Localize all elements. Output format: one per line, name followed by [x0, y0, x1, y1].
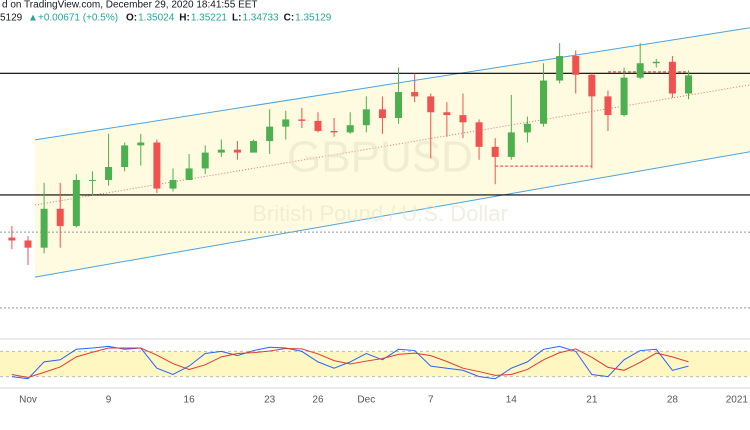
- channel-upper: [34, 27, 750, 141]
- candle-body: [668, 61, 676, 94]
- change: +0.00671 (+0.5%): [38, 13, 118, 24]
- ohlc-label: O:: [126, 13, 137, 24]
- ohlc: O: 1.35024 H: 1.35221 L: 1.34733 C: 1.35129: [126, 13, 332, 24]
- candle-body: [185, 168, 193, 180]
- candle-body: [201, 152, 209, 169]
- candle-body: [443, 112, 451, 116]
- candle-body: [298, 119, 306, 121]
- ohlc-label: C:: [284, 13, 295, 24]
- candle-body: [217, 149, 225, 153]
- candle-body: [121, 145, 129, 167]
- watermark: British Pound / U.S. Dollar: [252, 201, 508, 226]
- candle-body: [314, 120, 322, 131]
- ohlc-label: H:: [179, 13, 190, 24]
- candle-body: [395, 92, 403, 118]
- candle-body: [685, 75, 693, 94]
- x-tick-label: 23: [264, 395, 276, 406]
- watermark: GBPUSD: [287, 133, 473, 182]
- ohlc-value: 1.35129: [295, 13, 332, 24]
- stoch-line: [11, 345, 689, 380]
- candle-body: [636, 63, 644, 78]
- x-tick-label: Dec: [357, 395, 375, 406]
- candle-body: [475, 122, 483, 147]
- candle-body: [169, 179, 177, 189]
- candle-body: [40, 208, 48, 248]
- candle-body: [105, 166, 113, 180]
- stoch-band: [0, 351, 750, 377]
- last-price: 5129: [0, 13, 23, 24]
- candle-body: [346, 125, 354, 133]
- candle-body: [378, 109, 386, 118]
- candle-body: [459, 115, 467, 123]
- price-pane: GBPUSD British Pound / U.S. Dollar: [0, 27, 750, 309]
- ohlc-label: L:: [232, 13, 241, 24]
- candle-body: [491, 146, 499, 157]
- x-tick-label: 28: [667, 395, 679, 406]
- candle-body: [362, 109, 370, 126]
- candle-body: [540, 80, 548, 124]
- source-line: d on TradingView.com, December 29, 2020 …: [2, 0, 258, 11]
- ohlc-value: 1.34733: [242, 13, 279, 24]
- x-tick-label: 7: [428, 395, 434, 406]
- candle-body: [330, 130, 338, 133]
- candle-body: [56, 208, 64, 227]
- x-tick-label: 16: [184, 395, 196, 406]
- x-tick-label: Nov: [19, 395, 37, 406]
- candle-body: [233, 149, 241, 153]
- candle-body: [153, 142, 161, 189]
- candle-body: [282, 119, 290, 127]
- candle-body: [523, 123, 531, 133]
- candle-body: [427, 96, 435, 113]
- candle-body: [652, 61, 660, 64]
- ohlc-value: 1.35024: [138, 13, 175, 24]
- change-arrow: ▲: [28, 13, 38, 24]
- x-tick-label: 9: [106, 395, 112, 406]
- x-tick-label: 21: [586, 395, 598, 406]
- candle-body: [24, 240, 32, 248]
- candle-body: [88, 179, 96, 181]
- candle-body: [411, 92, 419, 97]
- candle-body: [507, 132, 515, 157]
- candle-body: [250, 141, 258, 153]
- candle-body: [556, 56, 564, 81]
- candle-body: [604, 96, 612, 116]
- candle-body: [137, 142, 145, 146]
- x-tick-label: 26: [312, 395, 324, 406]
- ohlc-value: 1.35221: [191, 13, 228, 24]
- stoch-line: [11, 347, 689, 378]
- x-tick-label: 14: [506, 395, 518, 406]
- channel-lower: [34, 151, 750, 278]
- candle-body: [72, 179, 80, 227]
- candle-body: [8, 237, 16, 241]
- candle-body: [588, 74, 596, 97]
- candle-body: [620, 77, 628, 116]
- candle-body: [572, 56, 580, 75]
- x-tick-label: 2021: [726, 395, 749, 406]
- channel-fill: [35, 27, 750, 278]
- candle-body: [266, 126, 274, 142]
